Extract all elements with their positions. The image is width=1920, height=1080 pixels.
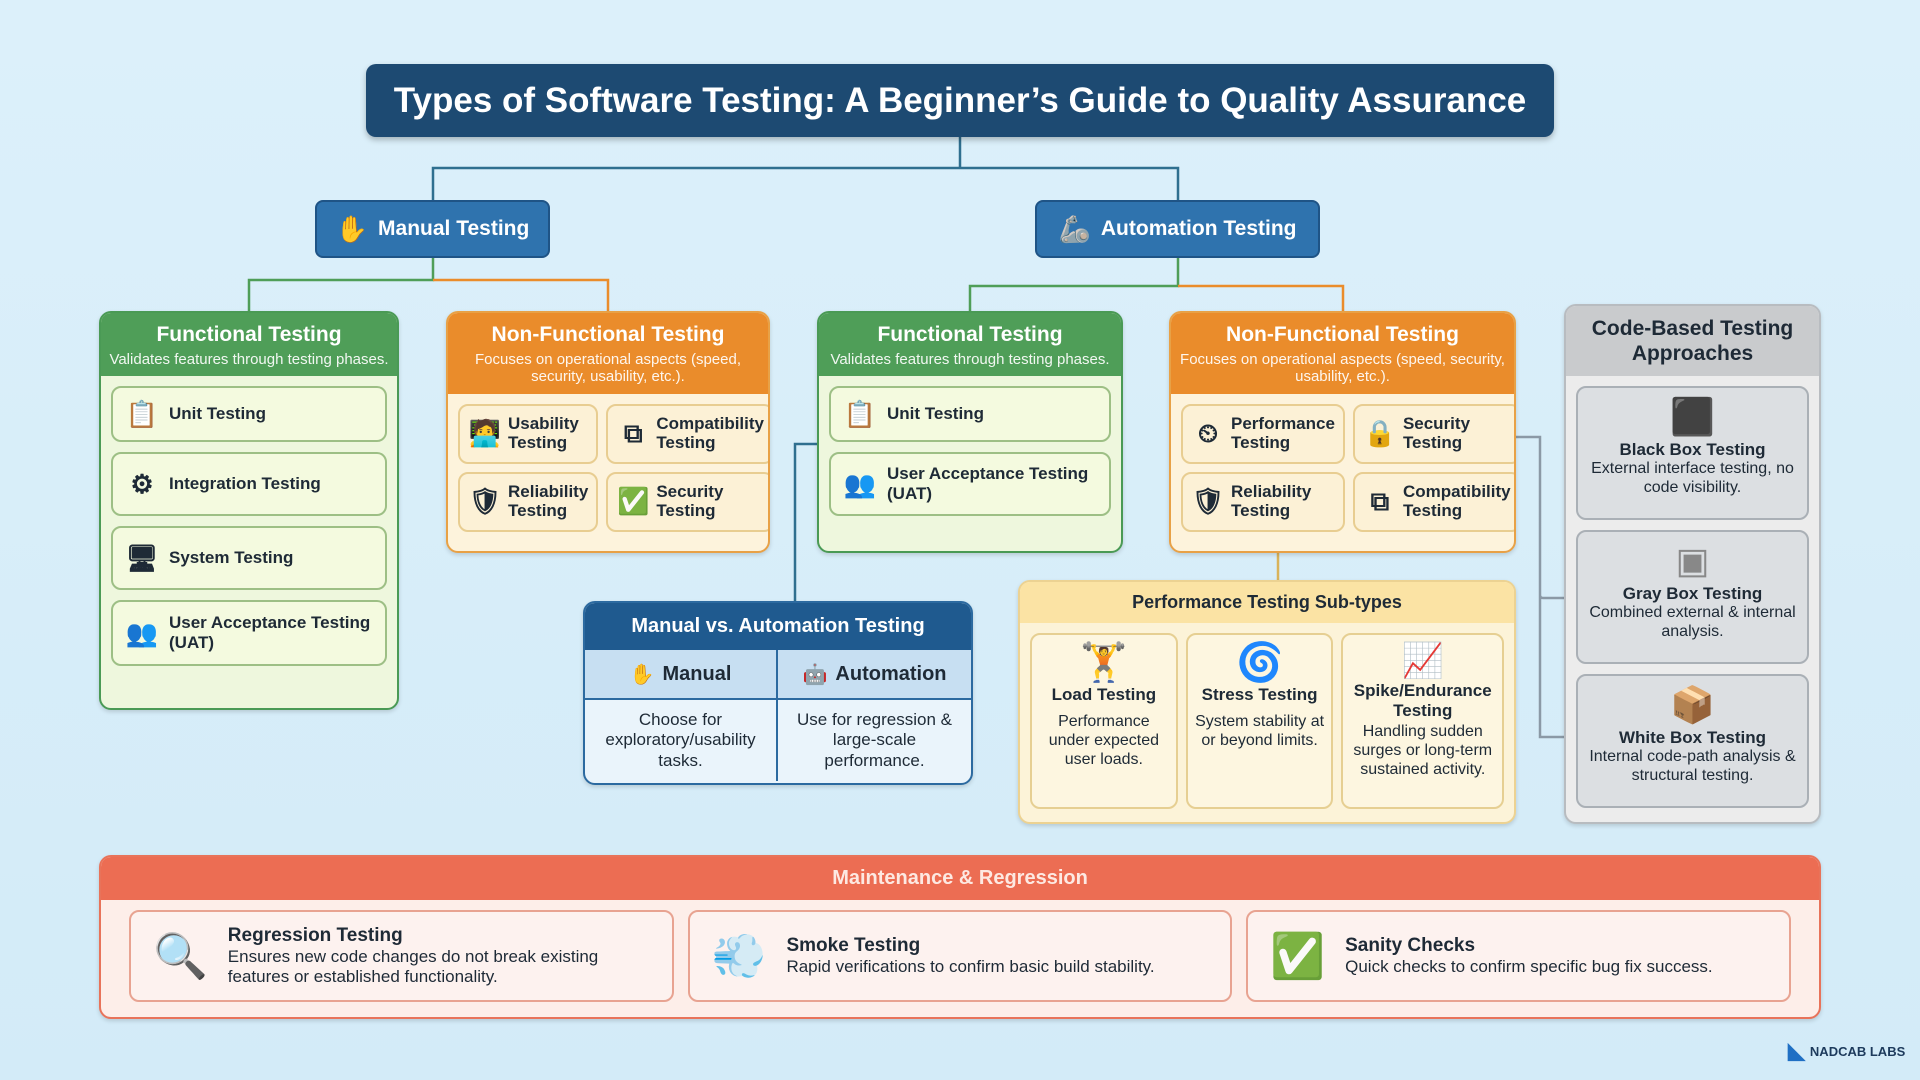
compatibility-icon: ⧉ — [1370, 486, 1390, 517]
gray-box-icon: ▣ — [1675, 540, 1710, 582]
weightlifter-icon: 🏋 — [1080, 642, 1128, 684]
performance-subtypes-card: Performance Testing Sub-types 🏋 Load Test… — [1018, 580, 1516, 824]
usability-icon: 🧑‍💻 — [468, 418, 502, 449]
nadcab-logo: ◣ NADCAB LABS — [1788, 1038, 1906, 1063]
robot-arm-icon: 🦾 — [1058, 213, 1091, 244]
shield-icon: 🛡 — [468, 486, 502, 517]
checklist-icon: 📋 — [843, 398, 877, 429]
open-box-icon: 📦 — [1670, 684, 1715, 726]
list-item: 💨 Smoke Testing Rapid verifications to con… — [687, 910, 1233, 1002]
card-title: Functional Testing — [156, 323, 342, 346]
shield-check-icon: ✅ — [617, 486, 650, 517]
gauge-icon: ⏲ — [1197, 418, 1219, 449]
list-item: 🔒 Security Testing — [1352, 403, 1514, 464]
list-item: 🏋 Load Testing Performance under expected … — [1030, 633, 1178, 809]
list-item: 📋 Unit Testing — [111, 386, 387, 443]
list-item: ▣ Gray Box Testing Combined external & int… — [1576, 530, 1809, 665]
hand-icon: ✋ — [335, 213, 369, 244]
smoke-icon: 💨 — [711, 932, 767, 981]
manual-functional-card: Functional Testing Validates features thr… — [99, 311, 399, 710]
maintenance-card: Maintenance & Regression 🔍 Regression Tes… — [99, 855, 1821, 1019]
code-based-card: Code-Based Testing Approaches ⬛ Black Box… — [1564, 304, 1821, 824]
page-title: Types of Software Testing: A Beginner’s … — [366, 64, 1554, 137]
list-item: ⧉ Compatibility Testing — [606, 403, 768, 464]
list-item: ⬛ Black Box Testing External interface tes… — [1576, 386, 1809, 521]
manual-testing-node: ✋ Manual Testing — [315, 200, 550, 258]
list-item: 🧑‍💻 Usability Testing — [458, 403, 599, 464]
list-item: ⧉ Compatibility Testing — [1352, 471, 1514, 532]
spring-icon: 🌀 — [1235, 642, 1284, 684]
lock-icon: 🔒 — [1363, 418, 1397, 449]
list-item: 👥 User Acceptance Testing (UAT) — [111, 600, 387, 667]
card-desc: Validates features through testing phase… — [109, 351, 389, 368]
comparison-table: Manual vs. Automation Testing ✋ Manual Ch… — [583, 601, 973, 785]
monitor-icon: 🖥 — [125, 542, 159, 573]
list-item: 📈 Spike/Endurance Testing Handling sudden … — [1341, 633, 1504, 809]
automation-testing-node: 🦾 Automation Testing — [1035, 200, 1320, 258]
list-item: 🔍 Regression Testing Ensures new code chan… — [129, 910, 674, 1002]
spike-chart-icon: 📈 — [1401, 642, 1444, 680]
list-item: ⚙ Integration Testing — [111, 452, 387, 517]
list-item: ⏲ Performance Testing — [1181, 403, 1345, 464]
list-item: 🖥 System Testing — [111, 526, 387, 591]
list-item: 🌀 Stress Testing System stability at or be… — [1185, 633, 1334, 809]
magnifier-code-icon: 🔍 — [153, 932, 208, 981]
list-item: 🛡 Reliability Testing — [1181, 471, 1345, 532]
robot-icon: 🤖 — [802, 663, 828, 686]
automation-functional-card: Functional Testing Validates features thr… — [817, 311, 1123, 553]
checklist-icon: 📋 — [125, 398, 159, 429]
users-icon: 👥 — [125, 617, 159, 648]
list-item: ✅ Sanity Checks Quick checks to confirm sp… — [1246, 910, 1791, 1002]
black-box-icon: ⬛ — [1670, 396, 1715, 438]
logo-mark-icon: ◣ — [1788, 1038, 1805, 1063]
list-item: 📦 White Box Testing Internal code-path ana… — [1576, 674, 1809, 809]
integration-icon: ⚙ — [130, 468, 154, 499]
list-item: 📋 Unit Testing — [829, 386, 1111, 443]
hand-icon: ✋ — [629, 663, 655, 686]
check-bug-icon: ✅ — [1270, 932, 1326, 981]
manual-nonfunctional-card: Non-Functional Testing Focuses on operati… — [446, 311, 770, 553]
compatibility-icon: ⧉ — [624, 418, 643, 449]
shield-icon: 🛡 — [1191, 486, 1225, 517]
list-item: ✅ Security Testing — [606, 471, 768, 532]
list-item: 👥 User Acceptance Testing (UAT) — [829, 452, 1111, 517]
automation-nonfunctional-card: Non-Functional Testing Focuses on operati… — [1169, 311, 1516, 553]
list-item: 🛡 Reliability Testing — [458, 471, 599, 532]
users-icon: 👥 — [843, 468, 877, 499]
